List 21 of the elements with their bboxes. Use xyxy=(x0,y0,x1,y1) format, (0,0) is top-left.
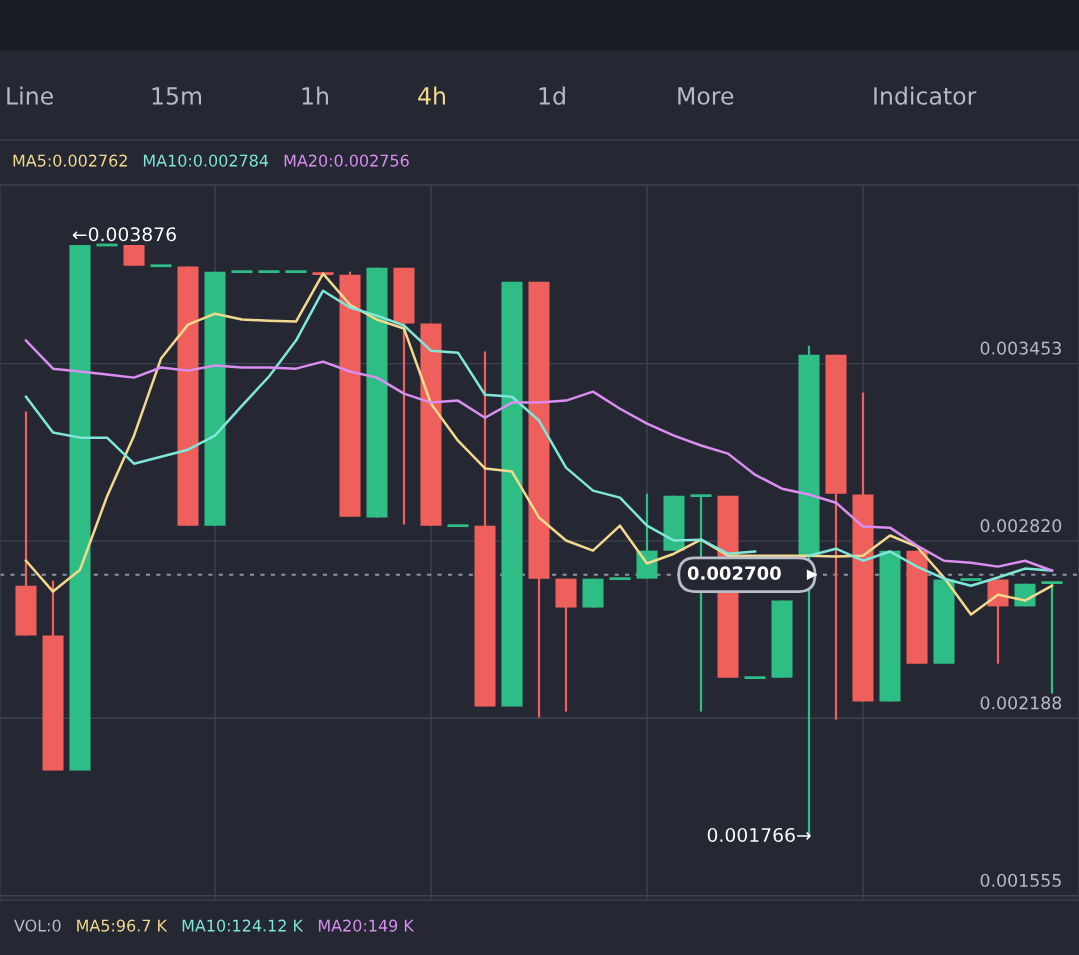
y-tick-label: 0.002188 xyxy=(980,696,1062,710)
y-tick-label: 0.002820 xyxy=(980,519,1062,533)
text: Indicator xyxy=(874,86,977,105)
text: MA20:149 K xyxy=(318,919,415,932)
text: MA5:0.002762 xyxy=(13,154,127,167)
text: MA10:0.002784 xyxy=(143,154,269,167)
text: MA10:124.12 K xyxy=(182,919,304,932)
text: Line xyxy=(7,86,53,105)
text: 1d xyxy=(539,86,565,105)
text: VOL:0 xyxy=(14,919,61,932)
text: 1h xyxy=(302,86,328,105)
y-tick-label: 0.003453 xyxy=(980,341,1061,355)
ref-line-label: 0.002700 xyxy=(687,566,781,580)
text: 15m xyxy=(152,87,202,105)
y-tick-label: 0.001555 xyxy=(980,873,1061,887)
text: MA5:96.7 K xyxy=(77,919,168,932)
text: More xyxy=(678,87,734,105)
annotation: 0.001766→ xyxy=(707,827,811,843)
text: MA20:0.002756 xyxy=(284,154,409,167)
text: 4h xyxy=(418,86,445,105)
annotation: ←0.003876 xyxy=(72,227,176,242)
